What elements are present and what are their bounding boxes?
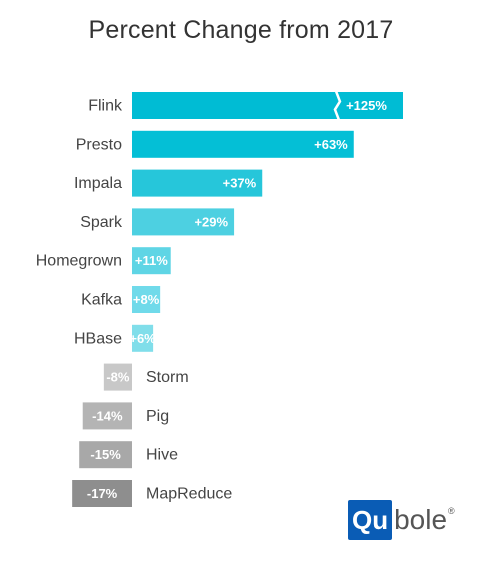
category-label-spark: Spark xyxy=(80,214,123,231)
category-label-homegrown: Homegrown xyxy=(36,253,122,270)
category-label-pig: Pig xyxy=(146,408,169,425)
qubole-logo: Qu bole ® xyxy=(348,500,455,540)
bar-flink xyxy=(132,92,403,119)
value-label-spark: +29% xyxy=(194,214,228,229)
bar-hbase xyxy=(132,324,154,352)
category-label-kafka: Kafka xyxy=(81,292,122,309)
value-label-hive: -15% xyxy=(90,447,121,462)
value-label-impala: +37% xyxy=(223,176,257,191)
value-label-presto: +63% xyxy=(314,137,348,152)
bar-hive xyxy=(79,441,132,469)
bar-kafka xyxy=(132,286,161,313)
value-label-pig: -14% xyxy=(92,408,123,423)
category-label-mapreduce: MapReduce xyxy=(146,486,232,503)
value-label-hbase: +6% xyxy=(129,331,156,346)
category-label-hive: Hive xyxy=(146,447,178,464)
value-label-kafka: +8% xyxy=(133,292,160,307)
chart-title: Percent Change from 2017 xyxy=(88,16,394,44)
bar-mapreduce xyxy=(72,480,132,507)
bar-homegrown xyxy=(132,247,171,275)
category-label-hbase: HBase xyxy=(74,330,122,347)
bar-storm xyxy=(103,363,132,391)
category-label-presto: Presto xyxy=(76,136,122,153)
bar-presto xyxy=(132,130,354,158)
value-label-storm: -8% xyxy=(106,370,130,385)
bar-impala xyxy=(132,169,263,197)
bar-pig xyxy=(82,402,132,430)
value-label-homegrown: +11% xyxy=(135,253,168,268)
axis-break-mark xyxy=(333,90,342,121)
value-label-mapreduce: -17% xyxy=(87,486,118,501)
category-label-flink: Flink xyxy=(88,98,123,115)
category-label-storm: Storm xyxy=(146,369,189,386)
logo-rest-text: bole xyxy=(394,504,448,535)
value-label-flink: +125% xyxy=(346,98,387,113)
bar-spark xyxy=(132,208,235,236)
category-label-impala: Impala xyxy=(74,175,122,192)
logo-box-text: Qu xyxy=(348,500,393,540)
registered-mark: ® xyxy=(448,506,455,516)
